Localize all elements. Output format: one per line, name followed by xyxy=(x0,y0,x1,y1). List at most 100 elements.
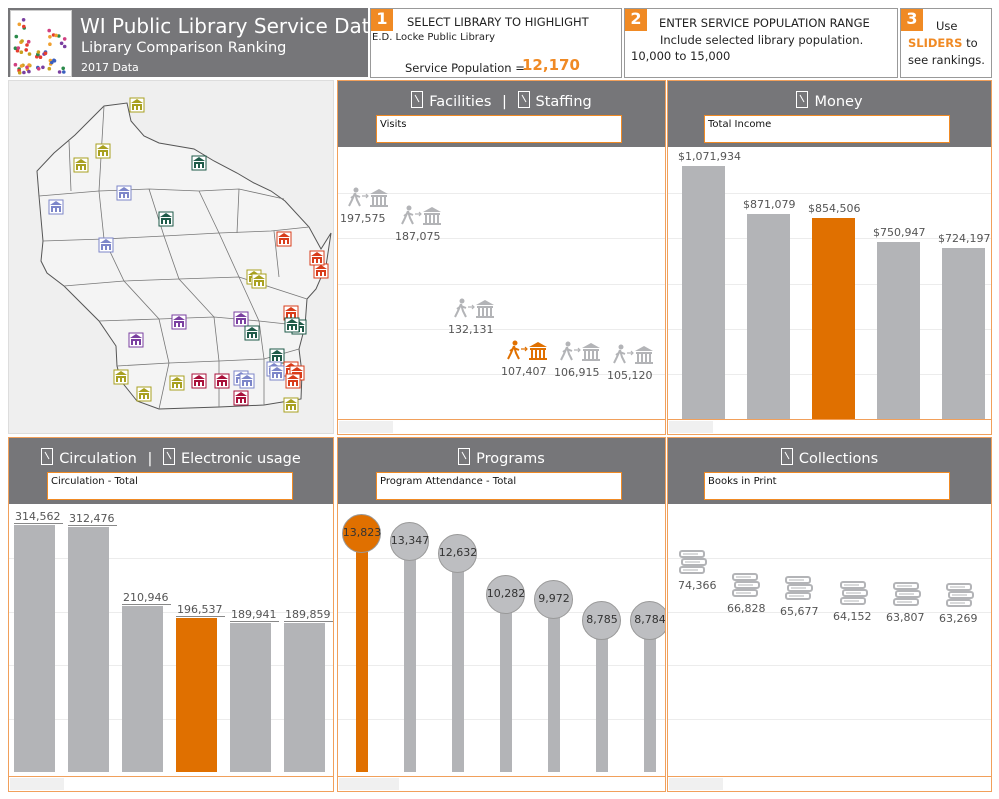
metric-dropdown[interactable]: Total Income xyxy=(704,115,950,143)
library-marker[interactable] xyxy=(191,373,207,389)
books-value-label: 64,152 xyxy=(833,609,872,623)
panel-title: Facilities | Staffing xyxy=(338,91,665,110)
tab-programs[interactable]: Programs xyxy=(476,451,545,467)
metric-dropdown[interactable]: Visits xyxy=(376,115,622,143)
program-value-label: 9,972 xyxy=(538,592,570,606)
horizontal-scrollbar[interactable] xyxy=(338,419,665,434)
horizontal-scrollbar[interactable] xyxy=(668,419,991,434)
checkbox-icon[interactable] xyxy=(517,91,530,108)
library-marker[interactable] xyxy=(158,211,174,227)
tab-staffing[interactable]: Staffing xyxy=(535,94,592,110)
logo-dots-graphic xyxy=(13,18,67,75)
panel-money: Money Total Income $1,071,934 $871,079 $85… xyxy=(667,80,992,435)
step3-sliders-line: SLIDERS to xyxy=(908,36,978,50)
selected-library-value[interactable]: E.D. Locke Public Library xyxy=(372,32,496,43)
checkbox-icon[interactable] xyxy=(780,448,793,465)
circulation-chart: 314,562 312,476 210,946 196,537 189,941 189,8… xyxy=(9,505,333,772)
library-marker[interactable] xyxy=(233,390,249,406)
logo-dot xyxy=(17,22,22,27)
library-marker[interactable] xyxy=(269,348,285,364)
tab-electronic-usage[interactable]: Electronic usage xyxy=(180,451,301,467)
circulation-cap xyxy=(14,522,63,524)
metric-dropdown[interactable]: Program Attendance - Total xyxy=(376,472,622,500)
visits-value-label: 197,575 xyxy=(340,211,386,225)
library-marker[interactable] xyxy=(283,397,299,413)
gridline xyxy=(338,238,665,240)
horizontal-scrollbar[interactable] xyxy=(668,776,991,791)
logo-dot xyxy=(25,65,29,70)
logo-dot xyxy=(62,44,67,49)
library-marker[interactable] xyxy=(313,263,329,279)
step1-select-library[interactable] xyxy=(370,8,622,78)
logo-dot xyxy=(41,65,45,70)
population-range-input[interactable]: 10,000 to 15,000 xyxy=(631,49,731,63)
logo-dot xyxy=(27,52,32,56)
logo-dot xyxy=(62,70,66,74)
logo-dot xyxy=(17,70,22,75)
library-marker[interactable] xyxy=(251,273,267,289)
library-marker[interactable] xyxy=(129,97,145,113)
visitor-library-icon xyxy=(560,341,600,361)
library-marker[interactable] xyxy=(276,231,292,247)
program-value-label: 13,347 xyxy=(390,534,430,548)
metric-dropdown[interactable]: Books in Print xyxy=(704,472,950,500)
books-value-label: 66,828 xyxy=(727,601,766,615)
tab-money[interactable]: Money xyxy=(814,94,863,110)
library-marker[interactable] xyxy=(128,332,144,348)
library-marker[interactable] xyxy=(285,373,301,389)
step2-population-range[interactable] xyxy=(624,8,898,78)
scroll-thumb[interactable] xyxy=(669,421,713,433)
library-marker[interactable] xyxy=(169,375,185,391)
library-marker[interactable] xyxy=(116,185,132,201)
program-circle xyxy=(534,580,573,620)
library-marker[interactable] xyxy=(171,314,187,330)
wisconsin-map[interactable] xyxy=(8,80,334,434)
metric-dropdown[interactable]: Circulation - Total xyxy=(47,472,293,500)
library-marker[interactable] xyxy=(95,143,111,159)
scroll-thumb[interactable] xyxy=(669,778,723,790)
step3-see-rankings: see rankings. xyxy=(908,53,985,67)
book-stack-icon xyxy=(840,580,868,605)
library-marker[interactable] xyxy=(239,373,255,389)
library-marker[interactable] xyxy=(269,365,285,381)
library-marker[interactable] xyxy=(244,325,260,341)
checkbox-icon[interactable] xyxy=(162,448,175,465)
title-separator: | xyxy=(147,451,153,467)
checkbox-icon[interactable] xyxy=(796,91,809,108)
scroll-thumb[interactable] xyxy=(339,421,393,433)
income-bar xyxy=(747,213,790,419)
books-value-label: 63,269 xyxy=(939,612,978,626)
service-population-value: 12,170 xyxy=(522,56,580,74)
program-stick xyxy=(500,594,512,772)
step3-use: Use xyxy=(936,19,958,33)
logo-dot xyxy=(24,48,28,52)
library-marker[interactable] xyxy=(191,155,207,171)
horizontal-scrollbar[interactable] xyxy=(338,776,665,791)
map-svg xyxy=(36,97,332,413)
tab-collections[interactable]: Collections xyxy=(798,451,879,467)
library-marker[interactable] xyxy=(48,199,64,215)
horizontal-scrollbar[interactable] xyxy=(9,776,333,791)
gridline xyxy=(9,665,333,667)
checkbox-icon[interactable] xyxy=(411,91,424,108)
library-marker[interactable] xyxy=(309,250,325,266)
library-marker[interactable] xyxy=(233,311,249,327)
scroll-thumb[interactable] xyxy=(10,778,64,790)
program-circle xyxy=(390,522,429,562)
checkbox-icon[interactable] xyxy=(458,448,471,465)
gridline xyxy=(338,328,665,330)
library-marker[interactable] xyxy=(283,305,299,321)
checkbox-icon[interactable] xyxy=(41,448,54,465)
program-stick xyxy=(596,620,608,772)
tab-circulation[interactable]: Circulation xyxy=(59,451,137,467)
scroll-thumb[interactable] xyxy=(339,778,399,790)
library-marker[interactable] xyxy=(113,369,129,385)
library-marker[interactable] xyxy=(214,373,230,389)
library-marker[interactable] xyxy=(136,386,152,402)
library-marker[interactable] xyxy=(284,317,300,333)
book-stack-icon xyxy=(785,576,813,601)
tab-facilities[interactable]: Facilities xyxy=(429,94,492,110)
library-marker[interactable] xyxy=(98,237,114,253)
gridline xyxy=(9,611,333,613)
library-marker[interactable] xyxy=(73,157,89,173)
